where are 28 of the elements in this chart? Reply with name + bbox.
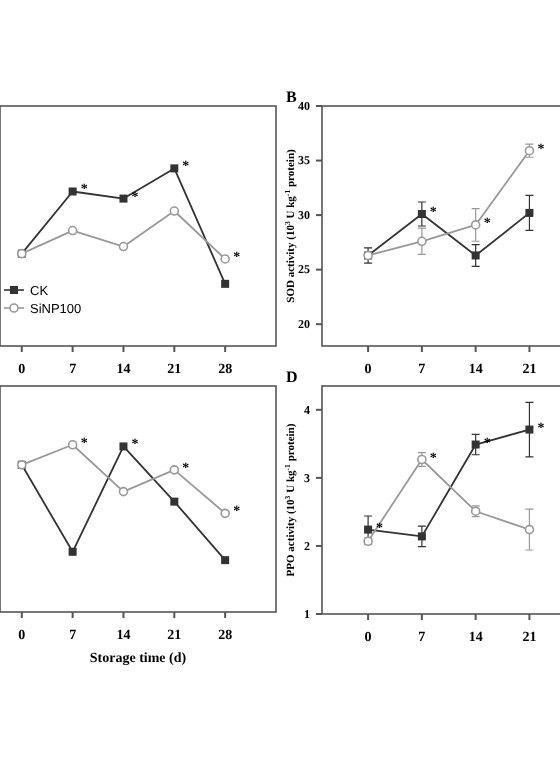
point (220, 254, 230, 264)
point (68, 547, 77, 556)
point (417, 210, 426, 218)
point (67, 225, 78, 236)
point (119, 442, 128, 451)
point (220, 508, 230, 519)
point (471, 440, 480, 449)
point (221, 556, 230, 565)
point (417, 532, 426, 541)
point (525, 208, 534, 217)
point (524, 524, 535, 535)
point (470, 220, 481, 230)
point (417, 236, 427, 247)
chart-title: D (286, 368, 298, 386)
point (118, 241, 129, 252)
point (525, 425, 534, 434)
point (68, 187, 77, 196)
point (118, 486, 129, 497)
point (364, 525, 373, 534)
point (170, 164, 179, 173)
point (221, 279, 230, 288)
chart-title: B (286, 88, 298, 106)
point (471, 251, 480, 260)
point (67, 439, 78, 450)
point (119, 194, 128, 203)
point (169, 465, 180, 475)
point (169, 206, 180, 216)
point (170, 497, 179, 506)
